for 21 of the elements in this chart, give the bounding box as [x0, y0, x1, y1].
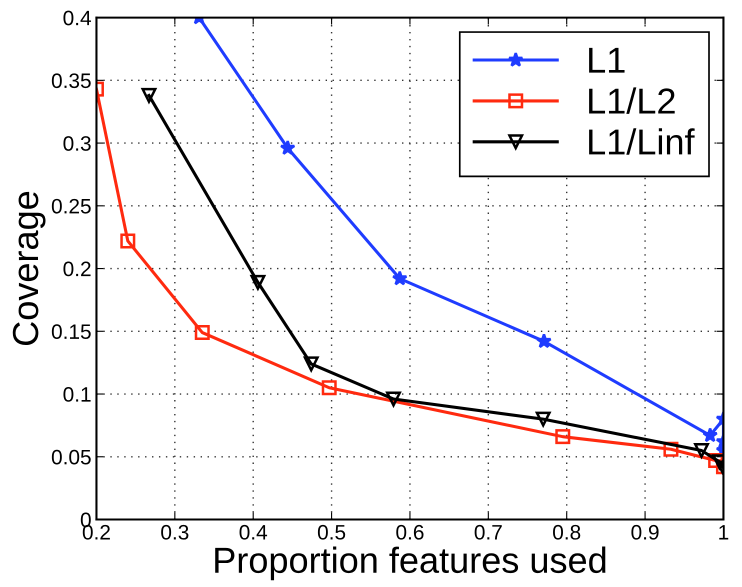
x-tick-label: 0.5 [318, 524, 346, 540]
y-tick-label: 0.1 [63, 387, 91, 402]
x-tick-label: 0.7 [474, 524, 502, 540]
legend-label: L1 [589, 48, 625, 73]
y-tick-label: 0.05 [52, 450, 91, 465]
x-tick-label: 0.3 [161, 524, 188, 540]
legend-label: L1/Linf [589, 128, 695, 155]
x-tick-label: 0.4 [240, 524, 268, 540]
y-tick-label: 0.35 [52, 73, 91, 88]
x-tick-label: 0.9 [631, 524, 659, 540]
y-tick-label: 0.15 [52, 324, 91, 340]
y-tick-label: 0.3 [63, 136, 91, 151]
y-tick-label: 0.4 [63, 10, 91, 26]
y-axis-title: Coverage [12, 192, 46, 345]
x-tick-label: 0.8 [553, 524, 580, 540]
x-tick-label: 1 [719, 525, 728, 540]
x-axis-title: Proportion features used [215, 546, 606, 580]
y-tick-label: 0.25 [52, 198, 91, 214]
x-tick-label: 0.6 [396, 524, 424, 540]
legend-label: L1/L2 [589, 87, 675, 114]
y-tick-label: 0.2 [63, 262, 91, 276]
